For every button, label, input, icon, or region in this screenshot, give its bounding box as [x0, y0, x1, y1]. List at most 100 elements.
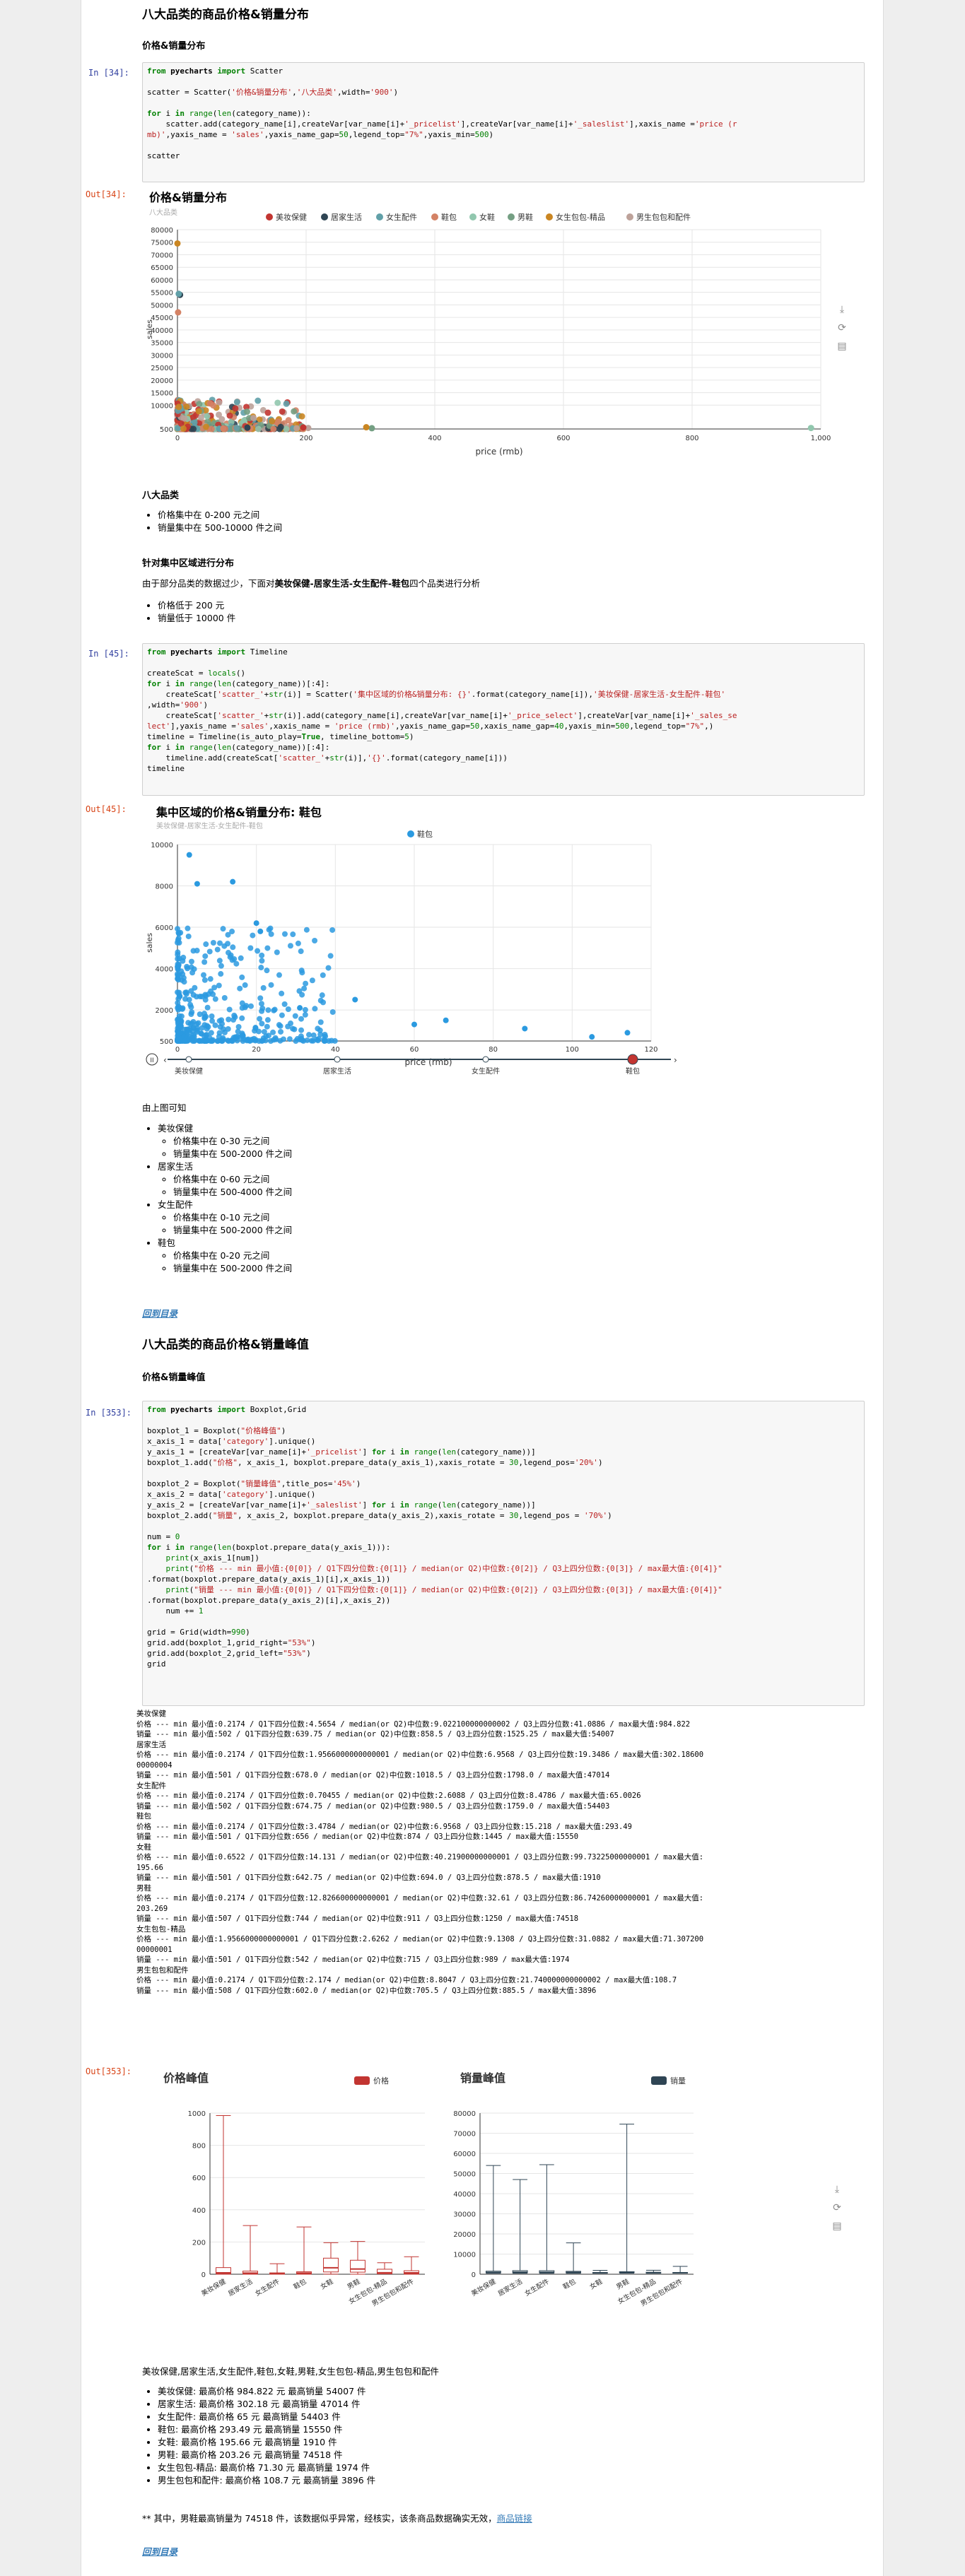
data-point	[624, 1030, 631, 1036]
legend-marker	[508, 213, 515, 220]
data-point	[175, 949, 181, 955]
y-axis-label: sales	[145, 319, 154, 339]
timeline-point	[185, 1056, 192, 1063]
y-tick-label: 0	[472, 2271, 476, 2279]
stdout-output: 美妆保健 价格 --- min 最小值:0.2174 / Q1下四分位数:4.5…	[136, 1710, 704, 1995]
data-point	[248, 1003, 255, 1009]
data-point	[259, 958, 265, 964]
x-tick-label: 60	[410, 1046, 419, 1054]
data-point	[176, 972, 182, 978]
data-point	[250, 932, 256, 939]
notes-list: 价格集中在 0-200 元之间 销量集中在 500-10000 件之间	[142, 509, 282, 534]
list-item: 价格集中在 0-20 元之间	[173, 1249, 292, 1262]
data-point	[209, 1037, 216, 1043]
y-tick-label: 500	[160, 426, 173, 434]
download-icon[interactable]: ⤓	[839, 304, 845, 315]
data-point	[443, 1017, 449, 1023]
download-icon[interactable]: ⤓	[834, 2184, 840, 2195]
y-tick-label: 40000	[453, 2191, 476, 2199]
data-point	[175, 309, 182, 316]
text-span: ** 其中，男鞋最高销量为 74518 件，该数据似乎异常，经核实，该条商品数据…	[142, 2513, 497, 2524]
category-label: 女生配件	[158, 1199, 194, 1210]
y-tick-label: 80000	[453, 2110, 476, 2118]
data-point	[209, 1018, 216, 1024]
data-point	[298, 948, 304, 955]
restore-icon[interactable]: ⟳	[833, 2202, 841, 2213]
back-to-toc-link[interactable]: 回到目录	[142, 2546, 178, 2557]
subsection-title: 价格&销量峰值	[142, 1372, 206, 1383]
data-point	[210, 402, 217, 409]
data-point	[176, 1030, 182, 1037]
data-point	[226, 1006, 233, 1013]
y-tick-label: 20000	[151, 377, 173, 385]
data-view-icon[interactable]: ▤	[837, 341, 847, 352]
data-point	[283, 400, 290, 407]
play-button	[146, 1053, 158, 1066]
data-point	[225, 1025, 231, 1032]
data-point	[298, 1027, 305, 1033]
box	[323, 2257, 339, 2273]
data-point	[226, 1016, 232, 1023]
text-span: 四个品类进行分析	[409, 578, 481, 589]
data-point	[216, 399, 223, 406]
data-point	[182, 1037, 188, 1044]
data-point	[197, 993, 203, 999]
data-point	[180, 425, 187, 432]
data-point	[188, 958, 194, 965]
data-point	[329, 1008, 336, 1015]
back-to-toc-link[interactable]: 回到目录	[142, 1308, 178, 1319]
data-point	[176, 955, 182, 962]
data-point	[208, 1030, 214, 1036]
y-tick-label: 50000	[453, 2171, 476, 2179]
list-item: 美妆保健价格集中在 0-30 元之间销量集中在 500-2000 件之间	[158, 1122, 292, 1160]
data-point	[264, 968, 270, 974]
text-span: 由于部分品类的数据过少，下面对	[142, 578, 275, 589]
y-tick-label: 200	[192, 2239, 206, 2247]
data-point	[268, 931, 274, 937]
data-point	[203, 423, 210, 430]
timeline-point	[627, 1054, 638, 1065]
data-point	[220, 926, 226, 932]
y-tick-label: 20000	[453, 2231, 476, 2239]
data-point	[264, 409, 271, 416]
data-point	[242, 982, 248, 988]
data-point	[182, 989, 189, 996]
y-tick-label: 25000	[151, 365, 173, 372]
data-point	[195, 408, 202, 415]
list-item: 居家生活: 最高价格 302.18 元 最高销量 47014 件	[158, 2398, 375, 2411]
data-point	[292, 1013, 298, 1019]
restore-icon[interactable]: ⟳	[838, 322, 846, 334]
data-point	[310, 1032, 317, 1038]
y-tick-label: 10000	[151, 402, 173, 410]
data-point	[322, 1037, 328, 1044]
data-point	[234, 1033, 240, 1040]
data-point	[216, 1018, 223, 1024]
timeline-point	[334, 1056, 341, 1063]
data-point	[269, 418, 276, 425]
data-point	[293, 425, 300, 432]
code-cell-scatter[interactable]: from pyecharts import Scatter scatter = …	[142, 62, 865, 182]
y-tick-label: 65000	[151, 264, 173, 272]
y-tick-label: 10000	[151, 842, 173, 849]
legend-marker	[431, 213, 438, 220]
data-point	[257, 928, 264, 934]
data-point	[212, 1022, 218, 1028]
x-tick-label: 80	[489, 1046, 498, 1054]
data-view-icon[interactable]: ▤	[832, 2221, 842, 2232]
timeline-label: 美妆保健	[175, 1066, 203, 1076]
data-point	[286, 1036, 293, 1042]
y-tick-label: 800	[192, 2143, 206, 2151]
data-point	[329, 927, 336, 933]
data-point	[589, 1034, 595, 1040]
product-link[interactable]: 商品链接	[496, 2513, 532, 2524]
data-point	[239, 1015, 245, 1021]
summary-title: 美妆保健,居家生活,女生配件,鞋包,女鞋,男鞋,女生包包-精品,男生包包和配件	[142, 2366, 439, 2377]
data-point	[309, 977, 315, 984]
y-tick-label: 50000	[151, 302, 173, 310]
data-point	[257, 995, 264, 1001]
code-cell-boxplot[interactable]: from pyecharts import Boxplot,Grid boxpl…	[142, 1401, 865, 1706]
box	[216, 2267, 231, 2274]
code-cell-timeline[interactable]: from pyecharts import Timeline createSca…	[142, 643, 865, 796]
data-point	[194, 1029, 200, 1035]
data-point	[302, 1006, 308, 1013]
